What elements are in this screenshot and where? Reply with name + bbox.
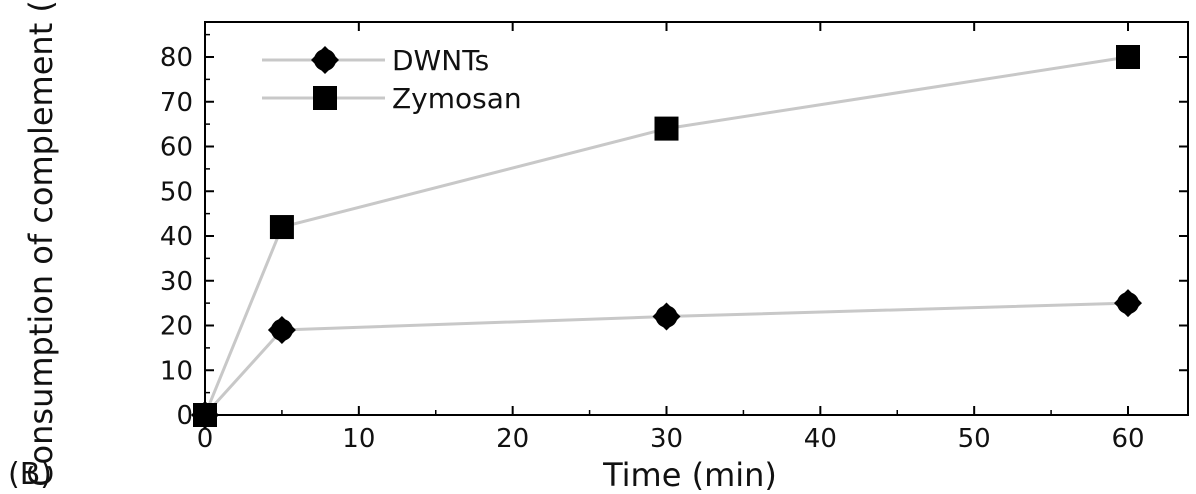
- x-tick-label: 30: [650, 424, 683, 454]
- data-point-dwnts: [1114, 289, 1142, 318]
- legend-marker: [313, 86, 337, 110]
- legend-label: DWNTs: [392, 44, 489, 77]
- x-tick-label: 0: [197, 424, 214, 454]
- data-point-dwnts: [267, 315, 296, 344]
- axes: 0 10 20 30 40 50 60 0 10 20 30 40 50 60 70 80: [160, 21, 1189, 454]
- x-tick-label: 40: [804, 424, 837, 454]
- y-tick-label: 30: [160, 267, 193, 297]
- data-point-zymosan: [193, 403, 217, 427]
- x-axis-title: Time (min): [602, 456, 777, 494]
- marker-points: [311, 46, 339, 74]
- x-tick-label: 60: [1111, 424, 1144, 454]
- y-tick-label: 20: [160, 312, 193, 342]
- marker-points: [267, 315, 296, 344]
- plot-frame: [204, 21, 1189, 416]
- data-point-dwnts: [652, 302, 681, 331]
- y-tick-label: 40: [160, 222, 193, 252]
- marker-points: [652, 302, 681, 331]
- series-markers: [191, 45, 1142, 429]
- y-tick-label: 10: [160, 356, 193, 386]
- series-line-zymosan: [203, 55, 1129, 416]
- legend: DWNTs Zymosan: [262, 44, 522, 115]
- y-axis-title: Consumption of complement (%): [22, 0, 60, 487]
- data-point-zymosan: [654, 116, 679, 141]
- x-tick-label: 10: [342, 424, 375, 454]
- y-tick-label: 0: [176, 401, 193, 431]
- y-tick-label: 80: [160, 43, 193, 73]
- data-point-zymosan: [269, 215, 294, 240]
- x-tick-label: 50: [958, 424, 991, 454]
- y-tick-label: 70: [160, 88, 193, 118]
- y-tick-label: 50: [160, 177, 193, 207]
- series-line-dwnts: [203, 301, 1129, 417]
- data-point-zymosan: [1116, 45, 1140, 69]
- marker-points: [1114, 289, 1142, 318]
- x-tick-label: 20: [496, 424, 529, 454]
- y-tick-label: 60: [160, 133, 193, 163]
- legend-marker: [311, 46, 339, 74]
- legend-label: Zymosan: [392, 82, 522, 115]
- series-lines: [203, 55, 1129, 417]
- panel-label: (B): [8, 457, 52, 492]
